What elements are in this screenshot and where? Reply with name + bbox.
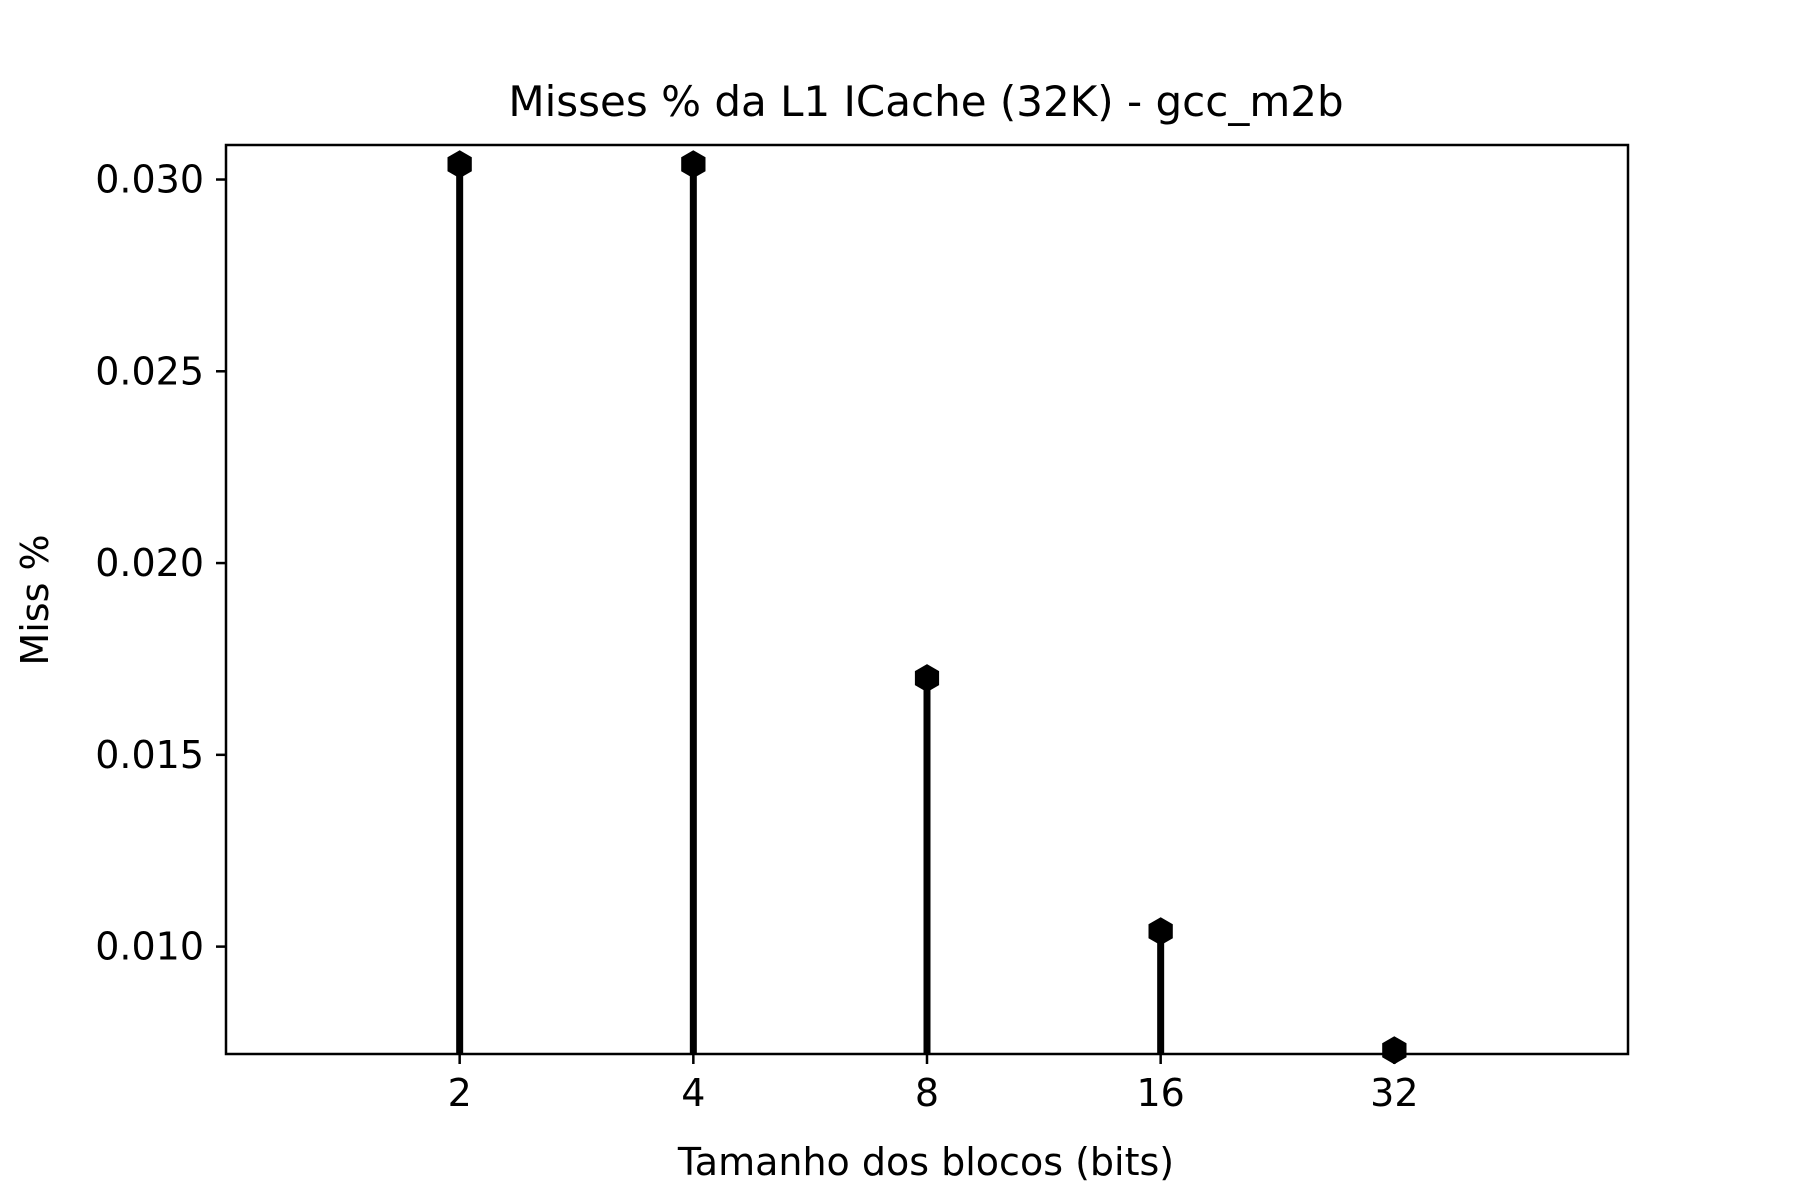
y-tick-label: 0.025 bbox=[95, 349, 204, 393]
x-axis-label: Tamanho dos blocos (bits) bbox=[677, 1140, 1174, 1184]
y-tick-label: 0.030 bbox=[95, 158, 204, 202]
chart-title: Misses % da L1 ICache (32K) - gcc_m2b bbox=[508, 77, 1343, 126]
x-tick-label: 4 bbox=[681, 1071, 705, 1115]
stem-marker bbox=[1148, 917, 1173, 946]
stem-marker bbox=[1382, 1036, 1407, 1065]
x-axis-ticks: 2 4 8 16 32 bbox=[448, 1054, 1419, 1115]
y-axis-label: Miss % bbox=[13, 534, 57, 665]
x-tick-label: 2 bbox=[448, 1071, 472, 1115]
x-tick-label: 8 bbox=[915, 1071, 939, 1115]
stem-marker bbox=[681, 150, 706, 179]
stem-marker bbox=[447, 150, 472, 179]
markers-group bbox=[447, 150, 1407, 1065]
stems-group bbox=[456, 164, 1398, 1054]
y-axis-ticks: 0.010 0.015 0.020 0.025 0.030 bbox=[95, 158, 226, 969]
y-tick-label: 0.020 bbox=[95, 541, 204, 585]
stem-marker bbox=[914, 664, 940, 693]
y-tick-label: 0.010 bbox=[95, 925, 204, 969]
x-tick-label: 16 bbox=[1136, 1071, 1184, 1115]
x-tick-label: 32 bbox=[1370, 1071, 1418, 1115]
y-tick-label: 0.015 bbox=[95, 733, 204, 777]
